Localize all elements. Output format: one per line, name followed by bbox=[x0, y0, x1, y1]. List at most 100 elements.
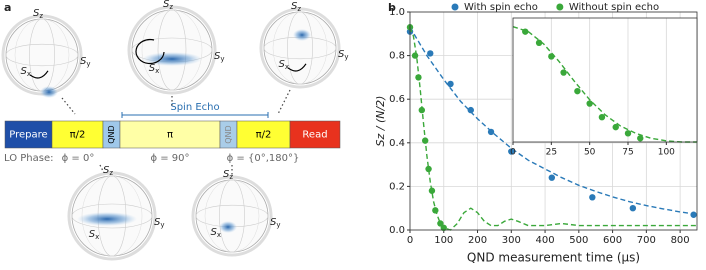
sphere-outline bbox=[191, 175, 273, 257]
x-tick-label: 600 bbox=[603, 235, 622, 246]
x-axis-label: QND measurement time (μs) bbox=[467, 251, 640, 265]
phase-label: ϕ = 90° bbox=[150, 153, 189, 164]
y-tick-label: 0.4 bbox=[389, 138, 405, 149]
data-point bbox=[560, 69, 567, 76]
phase-label: ϕ = 0° bbox=[62, 153, 95, 164]
data-point bbox=[629, 205, 637, 212]
x-tick-label: 700 bbox=[637, 235, 656, 246]
x-tick-label: 300 bbox=[502, 235, 521, 246]
axes-frame bbox=[512, 17, 698, 143]
pulse-label: QND bbox=[107, 125, 116, 143]
x-tick-label: 0 bbox=[407, 235, 413, 246]
x-tick-label: 100 bbox=[434, 235, 453, 246]
pulse-label: π/2 bbox=[256, 130, 272, 141]
data-point bbox=[427, 50, 434, 57]
axis-label: Sz bbox=[163, 0, 173, 11]
bloch-sphere: Sz Sy Sx bbox=[127, 0, 225, 95]
axis-label: Sx bbox=[211, 227, 222, 239]
data-point bbox=[428, 187, 436, 194]
y-tick-label: 1.0 bbox=[389, 7, 405, 18]
data-point bbox=[447, 80, 454, 88]
bloch-sphere: Sz Sy Sx bbox=[191, 169, 281, 257]
lo-phase-label: LO Phase: bbox=[4, 153, 54, 164]
phase-label: ϕ = {0°,180°} bbox=[227, 153, 300, 164]
y-tick-label: 0.8 bbox=[389, 51, 405, 62]
rotation-arrow bbox=[287, 63, 307, 72]
data-point bbox=[574, 87, 581, 95]
axis-label: Sz bbox=[291, 1, 301, 13]
spin-echo-label: Spin Echo bbox=[170, 102, 219, 113]
x-tick-label: 100 bbox=[658, 148, 675, 158]
x-tick-label: 75 bbox=[622, 148, 633, 158]
x-tick-label: 200 bbox=[468, 235, 487, 246]
sphere-grid bbox=[5, 43, 79, 67]
legend-marker bbox=[451, 3, 459, 11]
pulse-block bbox=[289, 120, 341, 149]
axis-label: Sz bbox=[103, 165, 113, 177]
x-tick-label: 50 bbox=[584, 148, 596, 158]
sphere-grid bbox=[204, 179, 260, 253]
spin-distribution bbox=[77, 212, 137, 226]
fit-line bbox=[409, 26, 698, 215]
x-tick-label: 800 bbox=[671, 235, 690, 246]
data-point bbox=[637, 135, 644, 142]
pulse-label: π/2 bbox=[70, 130, 86, 141]
data-point bbox=[467, 106, 474, 114]
x-tick-label: 25 bbox=[546, 148, 557, 158]
sphere-outline bbox=[67, 171, 157, 261]
axis-label: Sy bbox=[80, 56, 91, 68]
legend-label: With spin echo bbox=[464, 2, 538, 13]
x-tick-label: 0 bbox=[510, 148, 516, 158]
rotation-arrow bbox=[29, 70, 49, 79]
pulse-label: Read bbox=[302, 130, 327, 141]
pulse-block bbox=[4, 120, 53, 149]
data-point bbox=[589, 194, 596, 201]
bloch-sphere: Sz Sy Sx bbox=[1, 8, 91, 98]
y-axis-label: Sz / (N/2) bbox=[374, 96, 387, 147]
axis-label: Sx bbox=[21, 66, 32, 78]
axis-label: Sx bbox=[279, 59, 290, 71]
y-tick-label: 0.6 bbox=[389, 94, 405, 105]
fit-line bbox=[512, 26, 697, 143]
sphere bbox=[5, 18, 79, 92]
axis-label: Sx bbox=[149, 63, 160, 75]
pulse-block bbox=[119, 120, 221, 149]
y-tick-label: 0.2 bbox=[389, 181, 405, 192]
pulse-label: QND bbox=[224, 125, 233, 143]
y-tick-label: 0.0 bbox=[389, 225, 405, 236]
axis-label: Sz bbox=[33, 8, 43, 20]
data-point bbox=[535, 39, 543, 46]
data-point bbox=[586, 100, 593, 107]
panel-label: a bbox=[4, 1, 11, 14]
sphere bbox=[195, 179, 269, 253]
data-point bbox=[411, 52, 419, 59]
data-point bbox=[425, 165, 432, 173]
axis-label: Sy bbox=[214, 51, 225, 63]
pulse-block bbox=[236, 120, 291, 149]
sphere-grid bbox=[141, 9, 203, 91]
x-tick-label: 400 bbox=[536, 235, 555, 246]
spin-distribution bbox=[293, 29, 311, 41]
bloch-sphere: Sz Sy Sx bbox=[67, 165, 165, 261]
axis-label: Sy bbox=[338, 49, 349, 61]
sphere-grid bbox=[272, 11, 328, 85]
sphere-outline bbox=[259, 7, 341, 89]
legend-label: Without spin echo bbox=[569, 2, 659, 13]
axis-label: Sz bbox=[223, 169, 233, 181]
data-point bbox=[624, 130, 632, 137]
data-point bbox=[598, 114, 606, 121]
axis-label: Sx bbox=[89, 229, 100, 241]
sphere bbox=[131, 9, 213, 91]
axis-label: Sy bbox=[270, 217, 281, 229]
pulse-label: π bbox=[167, 130, 173, 141]
data-point bbox=[690, 211, 697, 218]
axis-label: Sy bbox=[154, 217, 165, 229]
x-tick-label: 500 bbox=[569, 235, 588, 246]
data-point bbox=[612, 123, 619, 131]
pulse-label: Prepare bbox=[9, 130, 47, 141]
fit-line bbox=[409, 27, 697, 231]
bloch-sphere: Sz Sy Sx bbox=[259, 1, 349, 89]
rotation-arrow bbox=[135, 38, 165, 65]
spin-distribution bbox=[40, 86, 58, 98]
